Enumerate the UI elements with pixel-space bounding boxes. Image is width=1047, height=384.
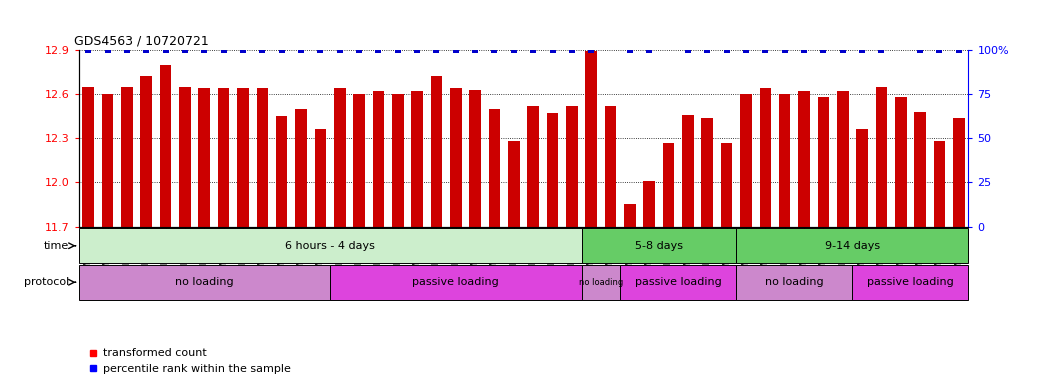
Bar (528, 106, 539, 227)
Bar (875, 87, 887, 227)
Bar (430, 76, 442, 227)
Bar (644, 181, 655, 227)
Bar (218, 88, 229, 227)
Text: passive loading: passive loading (634, 277, 721, 287)
Bar (489, 109, 500, 227)
Text: no loading: no loading (175, 277, 233, 287)
Bar (102, 94, 113, 227)
Bar (392, 94, 403, 227)
Bar (199, 88, 210, 227)
Bar (581, 265, 620, 300)
Bar (121, 87, 133, 227)
Bar (581, 228, 736, 263)
Bar (566, 106, 578, 227)
Bar (547, 113, 558, 227)
Text: no loading: no loading (765, 277, 824, 287)
Text: protocol: protocol (24, 277, 69, 287)
Bar (953, 118, 964, 227)
Bar (798, 91, 809, 227)
Bar (856, 129, 868, 227)
Bar (79, 265, 330, 300)
Bar (663, 143, 674, 227)
Bar (914, 112, 926, 227)
Text: 5-8 days: 5-8 days (634, 241, 683, 251)
Bar (295, 109, 307, 227)
Bar (314, 129, 327, 227)
Text: passive loading: passive loading (413, 277, 499, 287)
Bar (508, 141, 519, 227)
Bar (837, 91, 848, 227)
Bar (179, 87, 191, 227)
Bar (934, 141, 945, 227)
Bar (238, 88, 249, 227)
Bar (79, 228, 581, 263)
Bar (334, 88, 346, 227)
Text: time: time (44, 241, 69, 251)
Bar (257, 88, 268, 227)
Bar (779, 94, 790, 227)
Bar (624, 204, 636, 227)
Bar (585, 51, 597, 227)
Text: 6 hours - 4 days: 6 hours - 4 days (285, 241, 375, 251)
Bar (740, 94, 752, 227)
Bar (720, 143, 733, 227)
Bar (140, 76, 152, 227)
Bar (353, 94, 364, 227)
Bar (330, 265, 581, 300)
Bar (450, 88, 462, 227)
Text: GDS4563 / 10720721: GDS4563 / 10720721 (74, 34, 208, 47)
Bar (605, 106, 617, 227)
Bar (411, 91, 423, 227)
Text: 9-14 days: 9-14 days (825, 241, 879, 251)
Bar (736, 265, 852, 300)
Bar (160, 65, 172, 227)
Bar (895, 97, 907, 227)
Text: no loading: no loading (579, 278, 623, 287)
Bar (759, 88, 772, 227)
Bar (701, 118, 713, 227)
Bar (373, 91, 384, 227)
Text: passive loading: passive loading (867, 277, 954, 287)
Bar (275, 116, 288, 227)
Bar (683, 115, 694, 227)
Bar (736, 228, 968, 263)
Legend: transformed count, percentile rank within the sample: transformed count, percentile rank withi… (84, 344, 295, 379)
Bar (818, 97, 829, 227)
Bar (852, 265, 968, 300)
Bar (620, 265, 736, 300)
Bar (469, 89, 481, 227)
Bar (83, 87, 94, 227)
